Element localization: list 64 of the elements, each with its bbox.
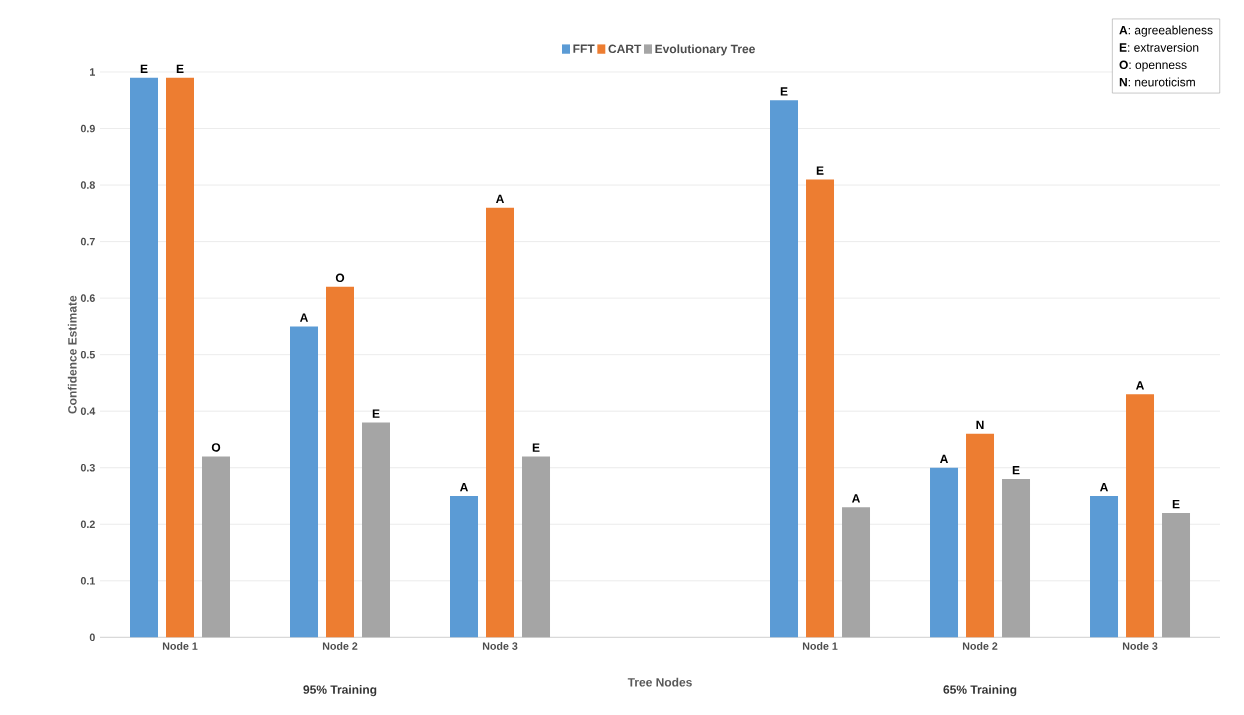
text: A: agreeableness xyxy=(1119,25,1213,37)
data-label: N xyxy=(976,421,984,430)
x-axis-title: Tree Nodes xyxy=(627,677,692,687)
data-label: A xyxy=(851,494,861,503)
x-tick-label: Node 3 xyxy=(482,642,518,651)
legend-label: CART xyxy=(608,44,642,54)
y-tick-label: 0.4 xyxy=(80,407,96,416)
bar xyxy=(930,467,959,638)
bar xyxy=(1090,496,1119,638)
data-label: E xyxy=(816,166,824,175)
y-tick-label: 0.6 xyxy=(80,294,95,303)
data-label: O xyxy=(335,273,345,283)
text: 95% Training xyxy=(303,685,377,697)
x-tick-label: Node 1 xyxy=(802,642,838,651)
bar xyxy=(1002,479,1031,638)
x-tick-label: Node 3 xyxy=(1122,642,1158,651)
y-tick-label: 0 xyxy=(89,633,95,642)
bar xyxy=(806,179,835,638)
bar xyxy=(130,77,158,638)
data-label: E xyxy=(140,64,148,74)
y-tick-label: 0.2 xyxy=(80,520,95,529)
bar xyxy=(966,433,995,638)
text: 65% Training xyxy=(943,685,1017,697)
data-label: A xyxy=(939,454,949,464)
bar xyxy=(326,286,355,638)
data-label: A xyxy=(299,313,309,322)
data-label: E xyxy=(372,409,380,418)
annotation: N: neuroticism xyxy=(1119,77,1195,87)
legend-label: Evolutionary Tree xyxy=(655,44,755,56)
text: E: extraversion xyxy=(1119,43,1199,52)
y-tick-label: 0.1 xyxy=(80,577,95,585)
bar xyxy=(1126,394,1155,638)
data-label: E xyxy=(1012,466,1020,475)
legend-label: FFT xyxy=(573,44,595,54)
bar xyxy=(166,77,194,638)
data-label: A xyxy=(1099,483,1109,492)
y-tick-label: 0.3 xyxy=(80,464,95,472)
y-tick-label: 0.7 xyxy=(80,237,95,246)
bar xyxy=(770,100,799,638)
x-tick-label: Node 1 xyxy=(162,642,198,651)
bar xyxy=(486,207,515,638)
text: O: openness xyxy=(1119,60,1187,72)
bar xyxy=(522,456,551,638)
x-tick-label: Node 2 xyxy=(962,642,998,651)
y-axis-title: Confidence Estimate xyxy=(67,295,77,414)
data-label: E xyxy=(176,64,184,74)
bar xyxy=(362,422,391,638)
y-tick-label: 0.9 xyxy=(80,124,95,133)
bar xyxy=(842,507,871,638)
x-tick-label: Node 2 xyxy=(322,642,358,651)
bar xyxy=(202,456,231,638)
data-label: A xyxy=(495,194,505,204)
data-label: E xyxy=(780,87,788,96)
data-label: O xyxy=(211,443,221,452)
y-tick-label: 0.8 xyxy=(80,181,95,189)
y-tick-label: 0.5 xyxy=(80,351,95,359)
data-label: A xyxy=(1135,381,1145,390)
bar xyxy=(290,326,319,638)
y-tick-label: 1 xyxy=(90,68,95,76)
data-label: E xyxy=(1172,500,1180,509)
data-label: E xyxy=(532,443,540,452)
data-label: A xyxy=(459,483,469,492)
bar xyxy=(1162,513,1191,638)
bar xyxy=(450,496,479,638)
